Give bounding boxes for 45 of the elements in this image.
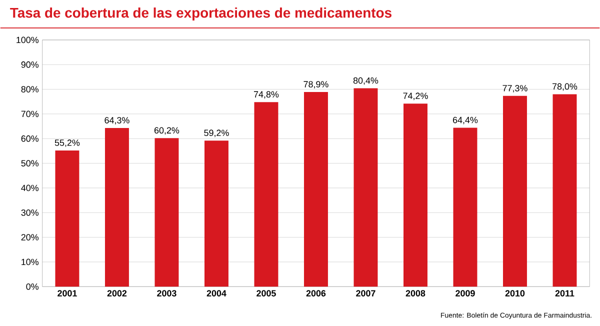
- data-label: 78,9%: [304, 81, 328, 89]
- chart-title: Tasa de cobertura de las exportaciones de medicamentos: [10, 8, 392, 21]
- data-label: 74,8%: [254, 91, 279, 99]
- x-tick-label: 2005: [256, 290, 276, 297]
- y-tick-label: 60%: [21, 136, 39, 142]
- y-tick-label: 90%: [21, 62, 39, 68]
- bar: [453, 128, 478, 287]
- y-tick-label: 80%: [21, 86, 39, 93]
- data-label: 64,3%: [104, 117, 130, 125]
- bar: [552, 94, 577, 287]
- bar: [404, 104, 428, 287]
- bar: [354, 88, 378, 287]
- data-label: 64,4%: [452, 117, 478, 124]
- x-tick-label: 2011: [555, 290, 574, 297]
- y-tick-label: 70%: [21, 110, 39, 118]
- y-tick-label: 30%: [21, 210, 39, 216]
- data-label: 60,2%: [154, 127, 180, 135]
- x-tick-label: 2006: [306, 290, 326, 297]
- bar: [304, 92, 328, 287]
- data-label: 78,0%: [552, 84, 578, 91]
- x-tick-label: 2002: [107, 290, 127, 297]
- data-label: 74,2%: [403, 92, 428, 100]
- x-tick-label: 2003: [157, 290, 176, 297]
- y-tick-label: 100%: [16, 36, 39, 44]
- bar: [204, 140, 228, 287]
- data-label: 80,4%: [353, 78, 378, 85]
- y-tick-label: 10%: [22, 258, 39, 266]
- x-tick-label: 2001: [58, 290, 77, 297]
- data-label: 55,2%: [54, 140, 80, 148]
- bar: [503, 96, 527, 287]
- bar: [104, 128, 129, 287]
- y-tick-label: 0%: [26, 284, 39, 290]
- y-tick-label: 40%: [21, 184, 39, 192]
- x-tick-label: 2009: [456, 290, 475, 297]
- x-tick-label: 2008: [406, 290, 426, 297]
- x-tick-label: 2007: [356, 290, 376, 297]
- y-tick-label: 50%: [21, 160, 39, 167]
- data-label: 59,2%: [204, 130, 229, 138]
- x-tick-label: 2004: [206, 290, 226, 297]
- x-tick-label: 2010: [505, 290, 525, 297]
- y-tick-label: 20%: [21, 234, 39, 241]
- data-label: 77,3%: [502, 85, 528, 93]
- bar: [55, 150, 80, 287]
- bar: [254, 102, 278, 287]
- bar: [154, 138, 179, 287]
